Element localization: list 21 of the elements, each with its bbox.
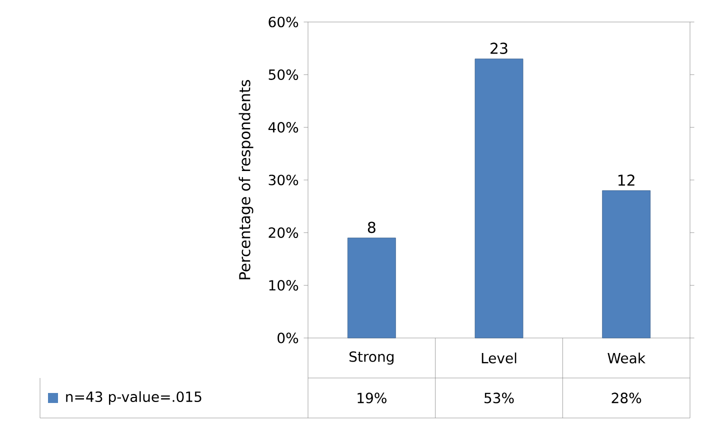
bar [474, 58, 524, 338]
annotation: 8 [368, 222, 376, 234]
y-tick-label: 10% [269, 280, 298, 291]
data-label: 19% [358, 392, 386, 404]
y-tick-label: 0% [278, 332, 298, 344]
bar [347, 238, 396, 338]
data-label: 28% [612, 392, 642, 404]
annotation: 12 [618, 174, 634, 186]
y-tick-label: 30% [268, 174, 298, 186]
data-label: 53% [484, 392, 514, 404]
y-tick-label: 20% [268, 227, 298, 238]
legend-label: n=43 p-value=.015 [66, 391, 202, 405]
bar [602, 190, 651, 338]
y-tick-label: 50% [268, 69, 298, 80]
x-tick-label: Level [482, 352, 516, 364]
annotation: 23 [490, 42, 508, 54]
x-tick-label: Weak [608, 352, 646, 364]
y-tick-label: 40% [268, 122, 298, 133]
x-tick-label: Strong [350, 351, 394, 365]
y-axis-title: Percentage of respondents [238, 80, 254, 280]
y-tick-label: 60% [268, 16, 298, 28]
